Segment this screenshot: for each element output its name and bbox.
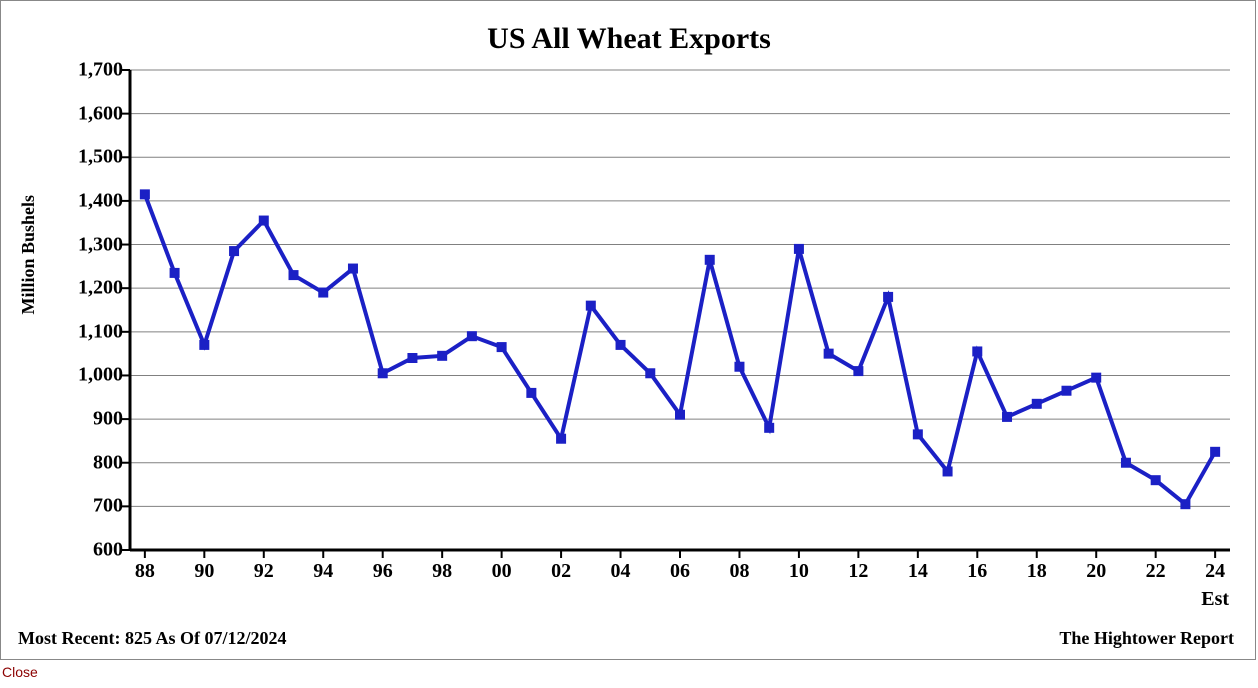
- y-tick-label: 1,700: [78, 59, 123, 82]
- x-tick-label: 98: [432, 560, 452, 583]
- x-tick-label: 00: [492, 560, 512, 583]
- y-tick-label: 1,200: [78, 277, 123, 300]
- footer-right: The Hightower Report: [1059, 628, 1234, 649]
- close-link[interactable]: Close: [2, 664, 38, 680]
- y-tick-label: 1,300: [78, 233, 123, 256]
- y-tick-label: 1,100: [78, 320, 123, 343]
- y-tick-label: 900: [93, 408, 123, 431]
- y-tick-label: 1,400: [78, 189, 123, 212]
- x-tick-label: 02: [551, 560, 571, 583]
- y-tick-label: 1,600: [78, 102, 123, 125]
- x-tick-label: 06: [670, 560, 690, 583]
- plot-area: [130, 70, 1230, 550]
- x-tick-label: 96: [373, 560, 393, 583]
- x-tick-label: 04: [611, 560, 631, 583]
- x-last-annot: Est: [1201, 588, 1229, 611]
- x-tick-label: 92: [254, 560, 274, 583]
- y-tick-label: 600: [93, 539, 123, 562]
- chart-title: US All Wheat Exports: [0, 22, 1258, 56]
- y-tick-label: 800: [93, 451, 123, 474]
- chart-svg: [130, 70, 1230, 550]
- x-tick-label: 12: [848, 560, 868, 583]
- y-tick-label: 1,500: [78, 146, 123, 169]
- x-tick-label: 18: [1027, 560, 1047, 583]
- x-tick-label: 90: [194, 560, 214, 583]
- x-tick-label: 88: [135, 560, 155, 583]
- footer-left: Most Recent: 825 As Of 07/12/2024: [18, 628, 286, 649]
- x-tick-label: 20: [1086, 560, 1106, 583]
- y-tick-label: 1,000: [78, 364, 123, 387]
- y-tick-label: 700: [93, 495, 123, 518]
- x-tick-label: 10: [789, 560, 809, 583]
- x-tick-label: 14: [908, 560, 928, 583]
- x-tick-label: 24: [1205, 560, 1225, 583]
- x-tick-label: 08: [729, 560, 749, 583]
- x-tick-label: 22: [1146, 560, 1166, 583]
- y-axis-label: Million Bushels: [18, 195, 39, 315]
- x-tick-label: 94: [313, 560, 333, 583]
- x-tick-label: 16: [967, 560, 987, 583]
